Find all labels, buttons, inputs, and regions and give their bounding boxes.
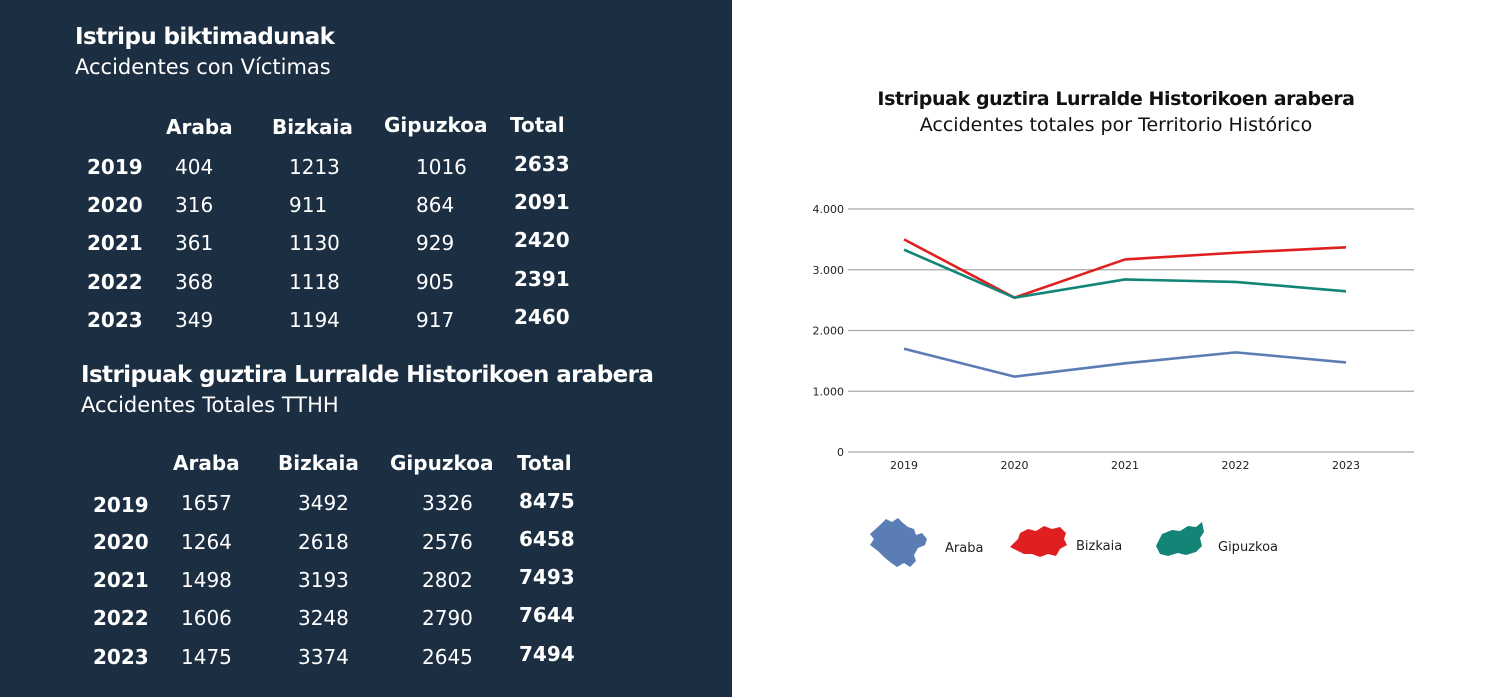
cell-total: 7493 bbox=[519, 565, 575, 589]
chart-gridlines bbox=[848, 208, 1414, 453]
row-year: 2021 bbox=[93, 568, 149, 592]
table2-title: Istripuak guztira Lurralde Historikoen a… bbox=[81, 362, 654, 388]
cell-bizkaia: 1194 bbox=[289, 308, 340, 332]
cell-total: 7494 bbox=[519, 642, 575, 666]
row-year: 2023 bbox=[93, 645, 149, 669]
legend-label-gipuzkoa: Gipuzkoa bbox=[1218, 540, 1278, 555]
y-tick-label: 2.000 bbox=[813, 325, 845, 338]
table2-subtitle: Accidentes Totales TTHH bbox=[81, 393, 339, 417]
cell-total: 2391 bbox=[514, 267, 570, 291]
cell-gipuzkoa: 929 bbox=[416, 231, 455, 255]
y-tick-label: 3.000 bbox=[813, 264, 845, 277]
araba-map-icon bbox=[870, 518, 927, 567]
legend-label-araba: Araba bbox=[945, 541, 984, 556]
cell-gipuzkoa: 2576 bbox=[422, 530, 473, 554]
x-axis-ticks: 2019 2020 2021 2022 2023 bbox=[890, 459, 1360, 472]
cell-araba: 316 bbox=[175, 193, 214, 217]
cell-araba: 1475 bbox=[181, 645, 232, 669]
x-tick-label: 2022 bbox=[1222, 459, 1250, 472]
table1-subtitle: Accidentes con Víctimas bbox=[75, 55, 331, 79]
cell-total: 7644 bbox=[519, 603, 575, 627]
cell-araba: 349 bbox=[175, 308, 214, 332]
cell-gipuzkoa: 917 bbox=[416, 308, 455, 332]
cell-gipuzkoa: 3326 bbox=[422, 491, 473, 515]
cell-araba: 404 bbox=[175, 155, 214, 179]
header-total: Total bbox=[517, 451, 572, 475]
y-tick-label: 0 bbox=[837, 446, 844, 459]
cell-bizkaia: 1118 bbox=[289, 270, 340, 294]
cell-araba: 1657 bbox=[181, 491, 232, 515]
cell-gipuzkoa: 864 bbox=[416, 193, 455, 217]
cell-bizkaia: 3492 bbox=[298, 491, 349, 515]
legend-label-bizkaia: Bizkaia bbox=[1076, 539, 1123, 554]
row-year: 2022 bbox=[93, 606, 149, 630]
x-tick-label: 2019 bbox=[890, 459, 918, 472]
cell-total: 2460 bbox=[514, 305, 570, 329]
header-araba: Araba bbox=[166, 115, 233, 139]
chart-title: Istripuak guztira Lurralde Historikoen a… bbox=[877, 88, 1355, 110]
cell-gipuzkoa: 1016 bbox=[416, 155, 467, 179]
cell-araba: 361 bbox=[175, 231, 214, 255]
cell-bizkaia: 1213 bbox=[289, 155, 340, 179]
header-araba: Araba bbox=[173, 451, 240, 475]
row-year: 2020 bbox=[87, 193, 143, 217]
x-tick-label: 2021 bbox=[1111, 459, 1139, 472]
y-tick-label: 4.000 bbox=[813, 203, 845, 216]
x-tick-label: 2023 bbox=[1332, 459, 1360, 472]
row-year: 2021 bbox=[87, 231, 143, 255]
gipuzkoa-map-icon bbox=[1156, 522, 1204, 556]
cell-araba: 368 bbox=[175, 270, 214, 294]
header-total: Total bbox=[510, 113, 565, 137]
y-axis-ticks: 0 1.000 2.000 3.000 4.000 bbox=[813, 203, 845, 459]
y-tick-label: 1.000 bbox=[813, 385, 845, 398]
series-line-araba bbox=[903, 347, 1347, 378]
row-year: 2022 bbox=[87, 270, 143, 294]
cell-total: 8475 bbox=[519, 489, 575, 513]
cell-total: 6458 bbox=[519, 527, 575, 551]
series-line-gipuzkoa bbox=[903, 248, 1347, 299]
x-tick-label: 2020 bbox=[1001, 459, 1029, 472]
cell-total: 2420 bbox=[514, 228, 570, 252]
cell-bizkaia: 3248 bbox=[298, 606, 349, 630]
header-bizkaia: Bizkaia bbox=[272, 115, 353, 139]
left-panel: Istripu biktimadunak Accidentes con Víct… bbox=[0, 0, 732, 697]
row-year: 2019 bbox=[87, 155, 143, 179]
series-line-bizkaia bbox=[903, 238, 1347, 299]
cell-total: 2091 bbox=[514, 190, 570, 214]
cell-bizkaia: 911 bbox=[289, 193, 328, 217]
cell-gipuzkoa: 905 bbox=[416, 270, 455, 294]
cell-bizkaia: 3193 bbox=[298, 568, 349, 592]
chart-panel: Istripuak guztira Lurralde Historikoen a… bbox=[732, 0, 1500, 697]
cell-total: 2633 bbox=[514, 152, 570, 176]
cell-gipuzkoa: 2802 bbox=[422, 568, 473, 592]
cell-gipuzkoa: 2790 bbox=[422, 606, 473, 630]
cell-araba: 1498 bbox=[181, 568, 232, 592]
row-year: 2023 bbox=[87, 308, 143, 332]
row-year: 2019 bbox=[93, 493, 149, 517]
cell-bizkaia: 1130 bbox=[289, 231, 340, 255]
cell-bizkaia: 3374 bbox=[298, 645, 349, 669]
cell-araba: 1606 bbox=[181, 606, 232, 630]
chart-subtitle: Accidentes totales por Territorio Histór… bbox=[919, 114, 1313, 136]
header-gipuzkoa: Gipuzkoa bbox=[390, 451, 494, 475]
bizkaia-map-icon bbox=[1010, 526, 1067, 557]
cell-araba: 1264 bbox=[181, 530, 232, 554]
chart-series bbox=[903, 238, 1347, 378]
row-year: 2020 bbox=[93, 530, 149, 554]
table1-title: Istripu biktimadunak bbox=[75, 24, 335, 50]
cell-gipuzkoa: 2645 bbox=[422, 645, 473, 669]
header-gipuzkoa: Gipuzkoa bbox=[384, 113, 488, 137]
header-bizkaia: Bizkaia bbox=[278, 451, 359, 475]
cell-bizkaia: 2618 bbox=[298, 530, 349, 554]
